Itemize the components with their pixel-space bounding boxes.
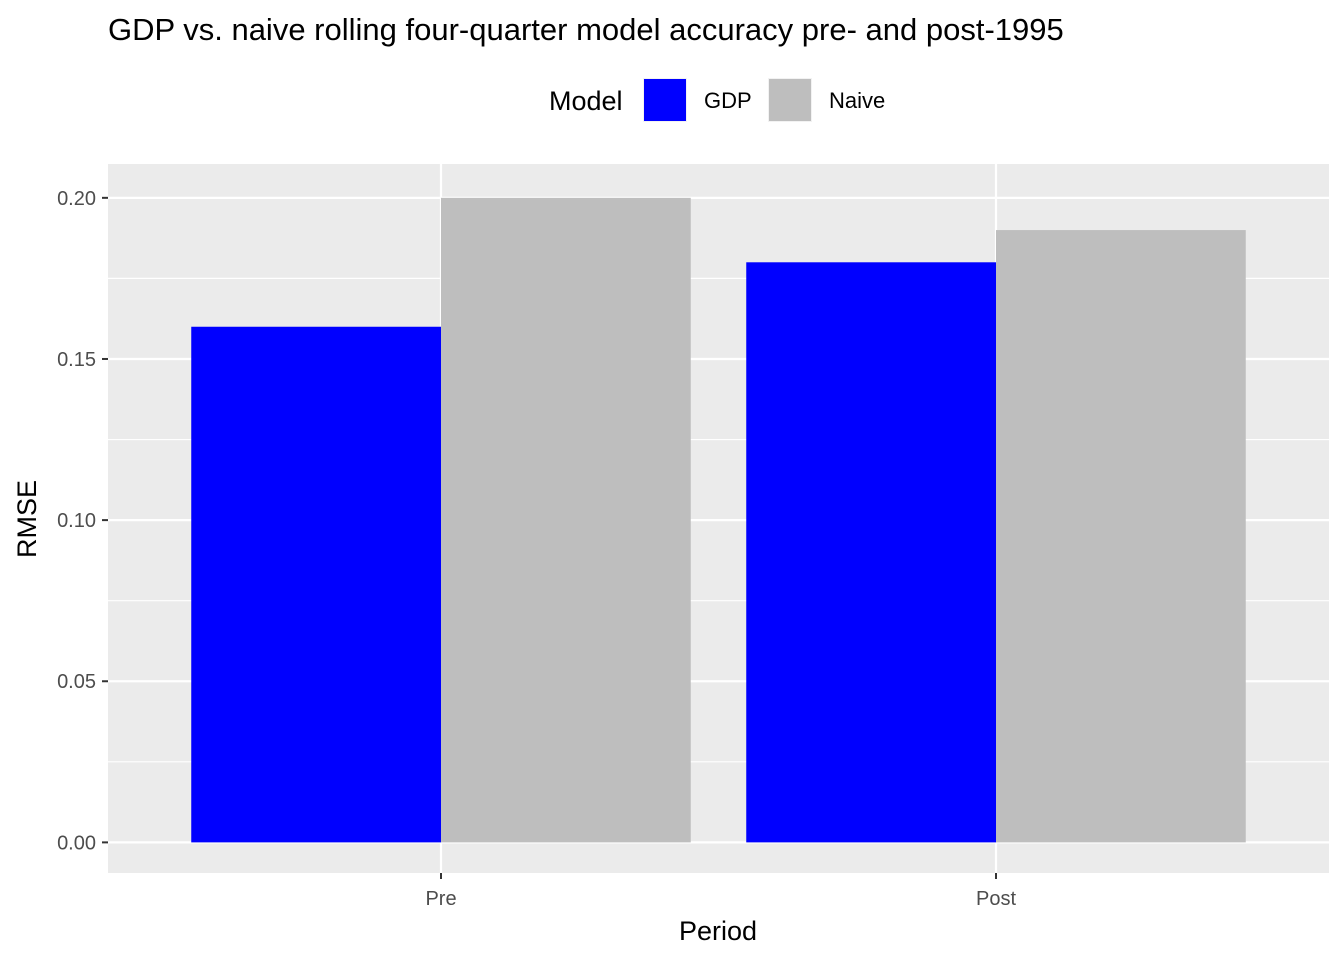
x-tick-label: Post bbox=[976, 888, 1016, 910]
x-axis: Pre Post bbox=[425, 873, 1016, 910]
y-tick-label: 0.05 bbox=[57, 671, 96, 693]
chart-title: GDP vs. naive rolling four-quarter model… bbox=[108, 12, 1064, 47]
y-tick-label: 0.00 bbox=[57, 832, 96, 854]
legend-key-naive bbox=[769, 79, 811, 121]
bar-naive-pre bbox=[441, 197, 691, 843]
legend: Model GDP Naive bbox=[549, 78, 885, 122]
y-tick-label: 0.20 bbox=[57, 188, 96, 210]
y-axis-title: RMSE bbox=[12, 480, 42, 558]
bars bbox=[191, 197, 1246, 843]
legend-label-gdp: GDP bbox=[704, 88, 752, 113]
bar-gdp-pre bbox=[191, 326, 441, 843]
bar-gdp-post bbox=[746, 262, 996, 843]
legend-title: Model bbox=[549, 86, 623, 116]
x-tick-label: Pre bbox=[425, 888, 456, 910]
y-axis: 0.00 0.05 0.10 0.15 0.20 bbox=[57, 188, 108, 854]
x-axis-title: Period bbox=[679, 916, 757, 946]
y-tick-label: 0.15 bbox=[57, 349, 96, 371]
legend-label-naive: Naive bbox=[829, 88, 885, 113]
bar-naive-post bbox=[996, 230, 1246, 843]
legend-key-gdp bbox=[644, 79, 686, 121]
y-tick-label: 0.10 bbox=[57, 510, 96, 532]
